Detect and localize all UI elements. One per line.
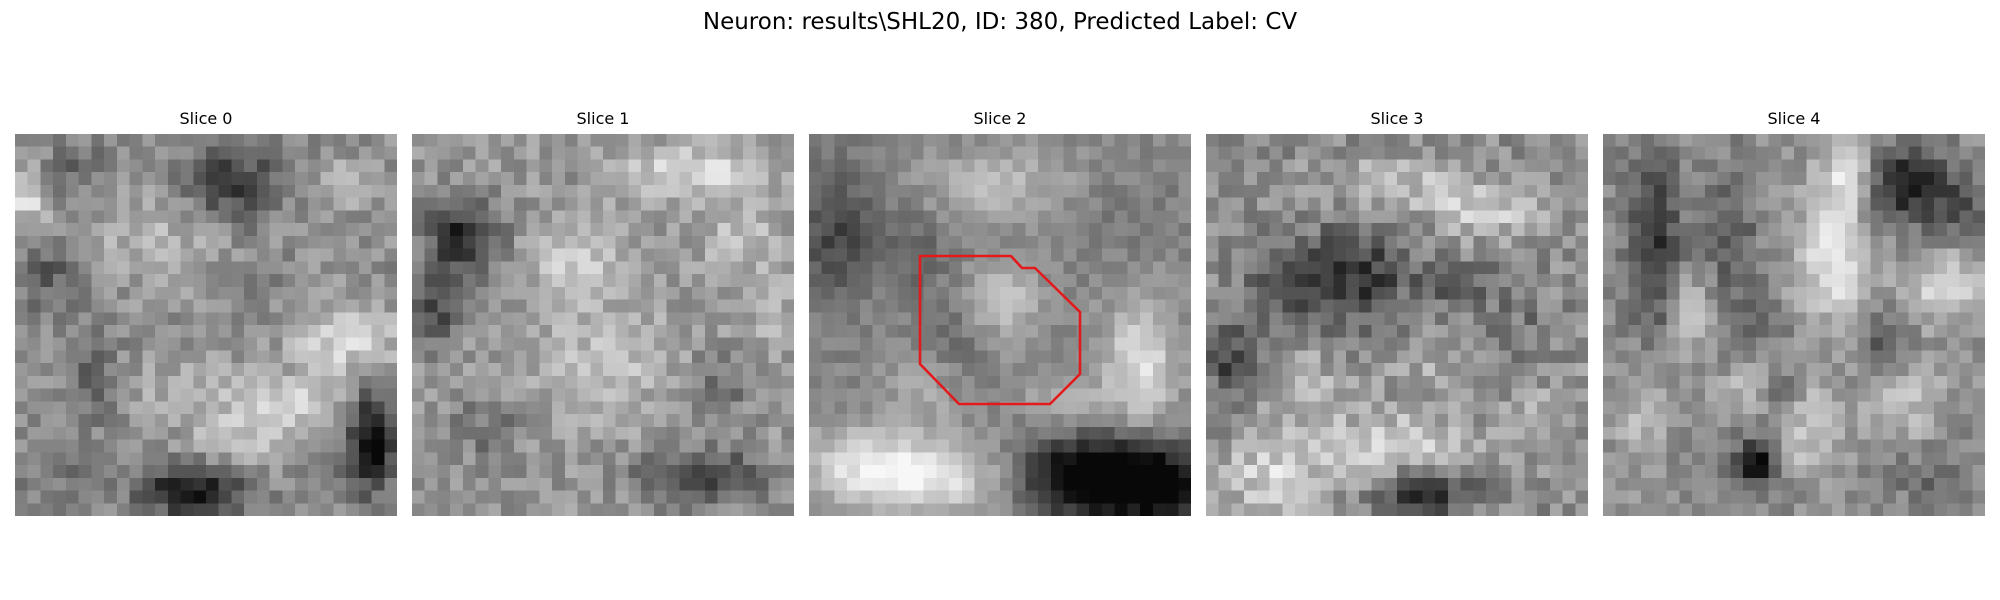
slice-image [1206, 134, 1588, 516]
grayscale-patch [809, 134, 1191, 516]
grayscale-patch [15, 134, 397, 516]
slice-panel-4: Slice 4 [1603, 108, 1985, 516]
slice-title: Slice 4 [1767, 109, 1821, 128]
slice-title: Slice 3 [1370, 109, 1424, 128]
roi-overlay [918, 254, 1082, 406]
figure-title: Neuron: results\SHL20, ID: 380, Predicte… [702, 9, 1298, 35]
slice-panel-0: Slice 0 [15, 108, 397, 516]
slice-image [809, 134, 1191, 516]
slice-image [412, 134, 794, 516]
slice-image [15, 134, 397, 516]
slice-title: Slice 2 [973, 109, 1027, 128]
slice-title: Slice 1 [576, 109, 630, 128]
grayscale-patch [1206, 134, 1588, 516]
slice-title: Slice 0 [179, 109, 233, 128]
slice-panel-3: Slice 3 [1206, 108, 1588, 516]
slice-panel-1: Slice 1 [412, 108, 794, 516]
slice-image [1603, 134, 1985, 516]
slice-panel-2: Slice 2 [809, 108, 1191, 516]
grayscale-patch [412, 134, 794, 516]
roi-contour [918, 254, 1082, 406]
grayscale-patch [1603, 134, 1985, 516]
